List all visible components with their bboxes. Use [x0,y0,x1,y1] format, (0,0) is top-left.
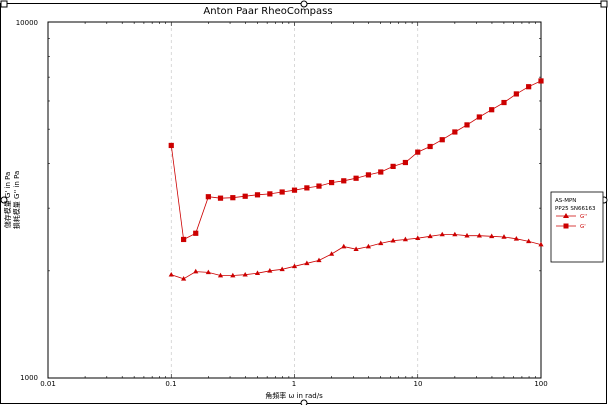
data-point-g-prime [476,114,482,120]
data-point-g-prime [230,195,236,201]
x-tick-label-1: 1 [292,380,296,388]
data-point-g-prime [538,78,544,84]
data-point-g-double-prime [501,234,507,239]
data-point-g-prime [168,142,174,149]
data-point-g-prime [439,137,445,143]
data-point-g-double-prime [181,275,187,281]
data-point-g-double-prime [390,237,396,243]
data-point-g-prime [181,236,187,243]
data-point-g-double-prime [279,266,285,272]
data-point-g-double-prime [267,268,273,273]
data-point-g-prime [254,192,261,198]
legend-subtitle: PP25 SN66163 [555,206,596,212]
data-point-g-prime [242,193,248,199]
data-point-g-prime [378,169,384,175]
legend-box [550,191,604,263]
x-tick-label-10: 10 [414,380,423,388]
data-point-g-double-prime [230,272,236,278]
data-point-g-double-prime [254,270,261,275]
data-point-g-double-prime [341,243,347,249]
legend[interactable]: AS-MPN PP25 SN66163 G'' G' [550,191,604,263]
legend-label-g-double-prime: G'' [580,214,587,220]
series-g-prime [168,78,544,243]
legend-marker-square-icon [563,223,569,229]
data-point-g-prime [217,195,224,201]
data-point-g-prime [304,185,310,191]
data-point-g-double-prime [205,269,211,275]
data-point-g-prime [365,172,372,178]
x-tick-label-100: 100 [534,380,547,388]
data-point-g-double-prime [464,232,470,238]
data-point-g-prime [291,187,298,193]
data-point-g-double-prime [526,238,532,244]
legend-title: AS-MPN [555,198,576,204]
data-point-g-prime [489,107,495,113]
data-point-g-prime [415,149,421,155]
left-resize-handle[interactable] [0,196,8,204]
y-tick-label-1000: 1000 [20,374,38,382]
chart-title: Anton Paar RheoCompass [203,6,332,17]
y-axis-label-line-1: 儲存模量 G' in Pa [3,172,12,229]
data-point-g-double-prime [439,231,445,237]
x-axis-label: 角頻率 ω in rad/s [265,391,323,400]
data-point-g-prime [316,183,322,189]
y-tick-label-10000: 10000 [16,19,38,27]
series-g-double-prime [168,231,544,281]
data-point-g-double-prime [242,271,248,277]
data-point-g-prime [353,175,359,181]
gridlines [170,22,419,378]
y-axis-label-line-2: 損耗模量 G'' in Pa [12,171,21,230]
data-point-g-double-prime [538,241,544,247]
data-point-g-prime [452,129,458,135]
data-point-g-prime [402,159,409,166]
x-tick-label-0.1: 0.1 [165,380,176,388]
data-point-g-double-prime [452,231,458,237]
data-point-g-double-prime [193,268,199,274]
data-point-g-prime [279,189,285,195]
data-point-g-double-prime [415,235,421,240]
data-point-g-prime [193,230,199,236]
data-point-g-prime [427,143,433,150]
data-point-g-double-prime [476,232,482,238]
data-point-g-prime [267,191,273,197]
data-point-g-prime [329,179,335,186]
data-point-g-prime [501,99,507,106]
top-right-resize-handle[interactable] [600,0,608,8]
data-point-g-prime [526,84,532,90]
data-point-g-double-prime [329,251,335,256]
top-resize-handle[interactable] [300,0,308,8]
data-point-g-prime [390,163,396,169]
data-point-g-double-prime [316,257,322,263]
data-point-g-double-prime [353,246,359,252]
data-point-g-prime [464,122,470,128]
data-point-g-double-prime [365,243,372,249]
data-point-g-prime [205,194,211,200]
data-point-g-double-prime [489,233,495,239]
data-point-g-prime [341,178,347,184]
legend-label-g-prime: G' [580,224,586,230]
data-point-g-double-prime [427,233,433,239]
data-point-g-prime [513,91,519,97]
top-left-resize-handle[interactable] [0,0,8,8]
legend-marker-triangle-icon [563,213,569,218]
axis-ticks [47,21,542,379]
x-tick-label-0.01: 0.01 [40,380,56,388]
data-point-g-double-prime [378,240,384,246]
data-point-g-double-prime [217,272,224,278]
data-point-g-double-prime [291,263,298,269]
data-point-g-double-prime [513,236,519,241]
data-point-g-double-prime [402,236,409,242]
data-point-g-double-prime [168,271,174,277]
bottom-resize-handle[interactable] [300,399,308,405]
data-point-g-double-prime [304,260,310,266]
